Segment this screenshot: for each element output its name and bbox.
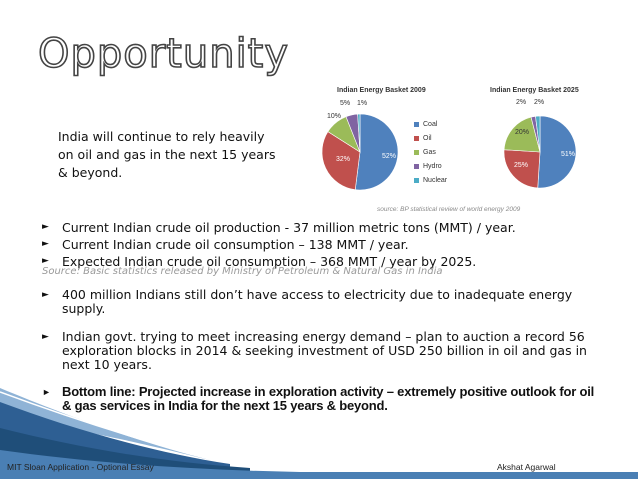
pie-data-label: 52% [382, 153, 396, 160]
footer-author: Akshat Agarwal [497, 462, 556, 472]
legend-item-oil: Oil [414, 131, 447, 145]
list-item: ► Indian govt. trying to meet increasing … [42, 330, 602, 372]
pie-slice-oil [503, 149, 541, 189]
pie-data-label: 2% [534, 99, 544, 106]
legend-item-coal: Coal [414, 117, 447, 131]
pie-slice-nuclear [357, 113, 361, 153]
intro-text: India will continue to rely heavily on o… [58, 129, 276, 180]
bullet-text: Indian govt. trying to meet increasing e… [62, 329, 587, 372]
slide-title: Opportunity [37, 30, 290, 78]
legend-swatch [414, 177, 419, 183]
pie-data-label: 10% [327, 113, 341, 120]
legend-label: Hydro [423, 162, 442, 170]
pie-data-label: 32% [336, 156, 350, 163]
chart-source-note: source: BP statistical review of world e… [377, 206, 521, 213]
bullet-arrow-icon: ► [42, 387, 51, 397]
legend-item-hydro: Hydro [414, 159, 447, 173]
pie-slice-hydro [345, 113, 361, 153]
pie-slice-hydro [530, 115, 541, 153]
pie-data-label: 2% [516, 99, 526, 106]
legend-label: Oil [423, 134, 432, 142]
pie-slice-coal [537, 115, 577, 189]
bullet-arrow-icon: ► [42, 239, 49, 249]
pie-data-label: 5% [340, 100, 350, 107]
pie-data-label: 51% [561, 151, 575, 158]
bullet-arrow-icon: ► [42, 332, 49, 342]
legend-item-gas: Gas [414, 145, 447, 159]
source-citation: Source: Basic statistics released by Min… [42, 266, 443, 277]
legend-item-nuclear: Nuclear [414, 173, 447, 187]
list-item: ► Current Indian crude oil production - 3… [42, 219, 602, 236]
legend-swatch [414, 149, 419, 155]
pie-slice-nuclear [535, 115, 541, 153]
chart-title-2025: Indian Energy Basket 2025 [490, 87, 579, 94]
legend-label: Nuclear [423, 176, 448, 184]
bullet-arrow-icon: ► [42, 222, 49, 232]
bullet-list-2: ► 400 million Indians still don’t have ac… [42, 288, 602, 413]
pie-slice-gas [503, 116, 541, 153]
bullet-list-1: ► Current Indian crude oil production - 3… [42, 219, 602, 270]
legend-swatch [414, 163, 419, 169]
decorative-wave [0, 388, 638, 479]
bullet-arrow-icon: ► [42, 290, 49, 300]
pie-data-label: 25% [514, 162, 528, 169]
pie-slice-gas [327, 116, 361, 153]
legend-label: Coal [423, 120, 438, 128]
legend-label: Gas [423, 148, 436, 156]
chart-title-2009: Indian Energy Basket 2009 [337, 87, 426, 94]
pie-slice-coal [354, 113, 399, 191]
list-item: ► Bottom line: Projected increase in expl… [42, 385, 602, 413]
pie-slice-oil [321, 131, 361, 191]
pie-data-label: 1% [357, 100, 367, 107]
bullet-text: Bottom line: Projected increase in explo… [62, 384, 595, 413]
legend-swatch [414, 135, 419, 141]
bullet-text: Current Indian crude oil production - 37… [62, 220, 516, 235]
bullet-arrow-icon: ► [42, 256, 49, 266]
footer-left-text: MIT Sloan Application - Optional Essay [7, 462, 154, 472]
pie-data-label: 20% [515, 129, 529, 136]
bullet-text: Current Indian crude oil consumption – 1… [62, 237, 409, 252]
bullet-text: 400 million Indians still don’t have acc… [62, 287, 573, 316]
list-item: ► Expected Indian crude oil consumption –… [42, 253, 602, 270]
chart-legend: Coal Oil Gas Hydro Nuclear [414, 117, 447, 187]
list-item: ► 400 million Indians still don’t have ac… [42, 288, 602, 316]
legend-swatch [414, 121, 419, 127]
bullet-text: Expected Indian crude oil consumption – … [62, 254, 477, 269]
list-item: ► Current Indian crude oil consumption – … [42, 236, 602, 253]
